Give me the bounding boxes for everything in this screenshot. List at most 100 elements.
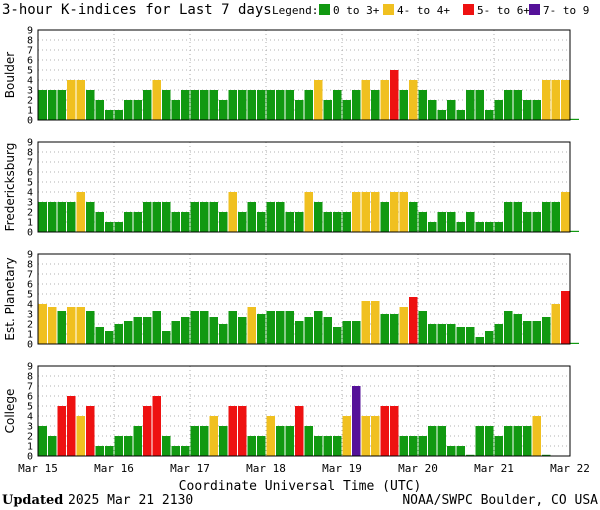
bar	[542, 317, 551, 344]
x-tick-label: Mar 20	[398, 462, 438, 475]
bar	[523, 100, 532, 120]
bar	[67, 307, 76, 344]
bar	[276, 202, 285, 232]
bar	[190, 426, 199, 456]
bar	[361, 80, 370, 120]
bar	[57, 90, 66, 120]
y-tick-label: 8	[27, 260, 33, 271]
bar	[219, 324, 228, 344]
bar	[494, 100, 503, 120]
bar	[475, 337, 484, 344]
bar	[409, 202, 418, 232]
legend-label: 0 to 3+	[333, 4, 380, 17]
bar	[304, 426, 313, 456]
bar	[295, 212, 304, 232]
bar	[95, 327, 104, 344]
bar	[352, 90, 361, 120]
panel-label: College	[3, 389, 17, 434]
bar	[304, 90, 313, 120]
credit-text: NOAA/SWPC Boulder, CO USA	[402, 493, 598, 508]
bar	[295, 100, 304, 120]
bar	[418, 90, 427, 120]
bar	[171, 446, 180, 456]
legend-label: 5- to 6+	[477, 4, 530, 17]
bar	[333, 90, 342, 120]
bar	[371, 416, 380, 456]
bar	[133, 212, 142, 232]
bar	[428, 324, 437, 344]
bar	[57, 311, 66, 344]
bar	[542, 80, 551, 120]
bar	[504, 426, 513, 456]
bar	[447, 100, 456, 120]
bar	[456, 446, 465, 456]
bar	[266, 416, 275, 456]
bar	[105, 331, 114, 344]
bar	[399, 307, 408, 344]
y-tick-label: 2	[27, 320, 33, 331]
bar	[390, 406, 399, 456]
bar	[352, 321, 361, 344]
y-tick-label: 2	[27, 432, 33, 443]
bar	[532, 100, 541, 120]
bar	[162, 202, 171, 232]
y-tick-label: 6	[27, 392, 33, 403]
bar	[190, 311, 199, 344]
bar	[76, 80, 85, 120]
bar	[570, 118, 579, 120]
bar	[513, 314, 522, 344]
x-tick-label: Mar 16	[94, 462, 134, 475]
bar	[257, 212, 266, 232]
bar	[257, 90, 266, 120]
bar	[466, 212, 475, 232]
bar	[342, 416, 351, 456]
bar	[162, 90, 171, 120]
y-tick-label: 4	[27, 188, 33, 199]
bar	[314, 436, 323, 456]
bar	[466, 327, 475, 344]
bar	[333, 436, 342, 456]
x-tick-label: Mar 21	[474, 462, 514, 475]
panel-frame	[37, 29, 571, 121]
bar	[67, 202, 76, 232]
bar	[551, 304, 560, 344]
bar	[190, 202, 199, 232]
bar	[371, 192, 380, 232]
bar	[561, 80, 570, 120]
bar	[38, 90, 47, 120]
bar	[162, 436, 171, 456]
bar	[513, 90, 522, 120]
bar	[76, 307, 85, 344]
bar	[447, 324, 456, 344]
bar	[437, 110, 446, 120]
bar	[447, 212, 456, 232]
bar	[542, 202, 551, 232]
bar	[133, 100, 142, 120]
bar	[428, 100, 437, 120]
bar	[475, 426, 484, 456]
y-tick-label: 4	[27, 300, 33, 311]
bar	[95, 446, 104, 456]
bar	[48, 202, 57, 232]
bar	[67, 396, 76, 456]
bar	[190, 90, 199, 120]
bar	[181, 317, 190, 344]
x-tick-label: Mar 22	[550, 462, 590, 475]
bar	[532, 212, 541, 232]
y-tick-label: 7	[27, 158, 33, 169]
bar	[257, 436, 266, 456]
bar	[105, 222, 114, 232]
bar	[380, 314, 389, 344]
x-axis: Mar 15 Mar 16 Mar 17 Mar 18 Mar 19 Mar 20 Mar …	[18, 462, 590, 475]
bar	[124, 436, 133, 456]
bar	[380, 202, 389, 232]
bar	[200, 90, 209, 120]
y-tick-label: 1	[27, 106, 33, 117]
bar	[219, 100, 228, 120]
bar	[323, 212, 332, 232]
updated-value: 2025 Mar 21 2130	[68, 493, 193, 508]
bar	[523, 321, 532, 344]
